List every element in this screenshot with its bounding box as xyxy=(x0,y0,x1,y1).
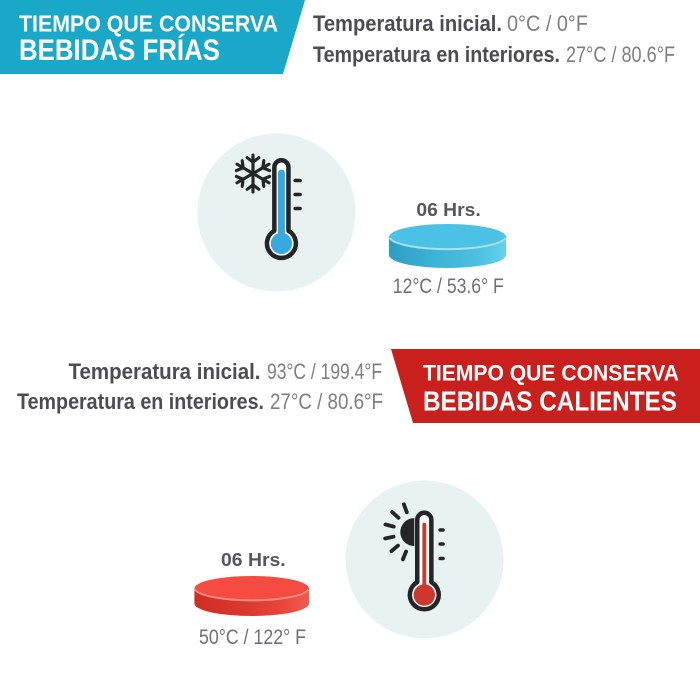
svg-text:Temperatura en interiores.: Temperatura en interiores. xyxy=(17,389,264,414)
svg-text:TIEMPO QUE CONSERVA: TIEMPO QUE CONSERVA xyxy=(423,360,679,385)
svg-text:27°C / 80.6°F: 27°C / 80.6°F xyxy=(270,389,383,414)
svg-text:06 Hrs.: 06 Hrs. xyxy=(221,549,286,570)
svg-text:Temperatura inicial.: Temperatura inicial. xyxy=(69,359,261,384)
svg-text:0°C / 0°F: 0°C / 0°F xyxy=(507,11,588,36)
svg-text:50°C / 122° F: 50°C / 122° F xyxy=(199,626,306,649)
svg-text:12°C / 53.6° F: 12°C / 53.6° F xyxy=(393,275,504,298)
svg-text:BEBIDAS FRÍAS: BEBIDAS FRÍAS xyxy=(19,33,220,67)
svg-text:93°C / 199.4°F: 93°C / 199.4°F xyxy=(267,359,382,384)
svg-text:Temperatura inicial.: Temperatura inicial. xyxy=(313,11,502,36)
svg-text:06 Hrs.: 06 Hrs. xyxy=(416,199,480,220)
svg-text:BEBIDAS CALIENTES: BEBIDAS CALIENTES xyxy=(423,385,677,416)
svg-text:27°C / 80.6°F: 27°C / 80.6°F xyxy=(566,42,675,67)
svg-text:Temperatura en interiores.: Temperatura en interiores. xyxy=(313,42,560,67)
svg-text:TIEMPO QUE CONSERVA: TIEMPO QUE CONSERVA xyxy=(19,11,278,37)
